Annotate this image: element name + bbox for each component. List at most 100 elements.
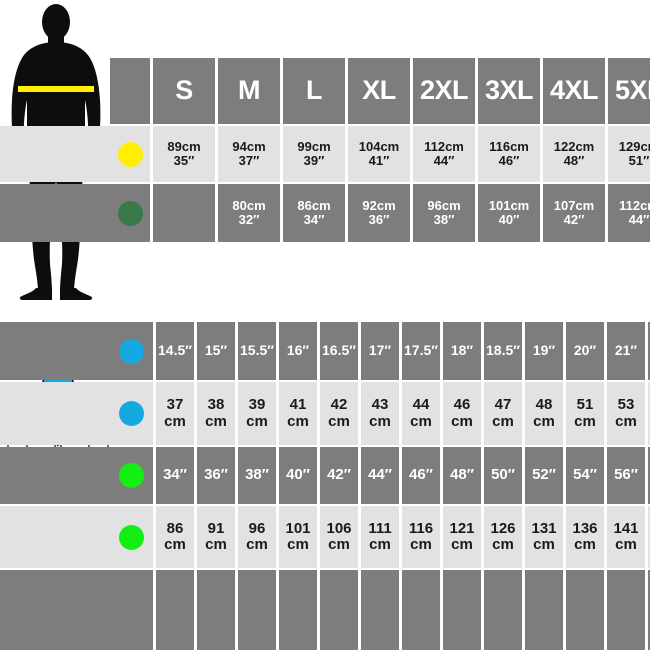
chest-inch-3xl: 46″ (498, 153, 520, 168)
collar-size-header-10: 19″ (525, 322, 563, 380)
shirt-chest-cm-cell-12: 141 cm (607, 506, 645, 568)
collar-cm-value-7: 44 (412, 396, 430, 414)
column-divider (440, 570, 443, 650)
unit-label: cm (410, 412, 432, 430)
waist-marker-dot (117, 200, 143, 226)
column-divider (481, 506, 484, 568)
waist-inch-4xl: 42″ (563, 212, 585, 227)
marker-column-header (110, 58, 150, 124)
chest-measure-line (18, 86, 94, 92)
unit-label: cm (533, 536, 555, 553)
shirt-chest-cm-value-5: 106 (326, 519, 352, 537)
shirt-chest-inch-cell-8: 48″ (443, 447, 481, 504)
shirt-chest-cm-value-12: 141 (613, 519, 639, 537)
column-divider (522, 322, 525, 380)
collar-cm-cell-12: 53 cm (607, 382, 645, 445)
column-divider (150, 126, 153, 182)
column-divider (481, 447, 484, 504)
unit-label: cm (410, 536, 432, 553)
size-header-xl: XL (348, 58, 410, 124)
collar-cm-value-12: 53 (617, 396, 635, 414)
chest-cell-2xl: 112cm 44″ (413, 126, 475, 182)
collar-size-header-13: 22″ (648, 322, 650, 380)
column-divider (563, 382, 566, 445)
column-divider (410, 58, 413, 124)
unit-label: cm (615, 536, 637, 553)
column-divider (440, 382, 443, 445)
shirt-chest-cm-value-3: 96 (248, 519, 266, 537)
waist-inch-3xl: 40″ (498, 212, 520, 227)
column-divider (522, 570, 525, 650)
chest-cm-s: 89cm (167, 138, 201, 154)
shirt-chest-inch-cell-11: 54″ (566, 447, 604, 504)
column-divider (276, 570, 279, 650)
column-divider (276, 322, 279, 380)
waist-cell-4xl: 107cm 42″ (543, 184, 605, 242)
size-header-3xl: 3XL (478, 58, 540, 124)
illustration-spacer (0, 382, 110, 445)
column-divider (153, 570, 156, 650)
collar-marker-dot (119, 401, 144, 426)
shirt-chest-cm-value-9: 126 (490, 519, 516, 537)
shirt-chest-inch-row: 34″ 36″ 38″ 40″ 42″ 44″ 46″ 48″ 50″ 52″ … (0, 447, 650, 504)
chest-cm-3xl: 116cm (489, 138, 529, 154)
collar-cm-value-9: 47 (494, 396, 512, 414)
size-header-5xl: 5XL (608, 58, 650, 124)
shirt-chest-inch-cell-6: 44″ (361, 447, 399, 504)
column-divider (604, 382, 607, 445)
shirt-chest-cm-value-6: 111 (368, 519, 392, 537)
column-divider (345, 184, 348, 242)
footer-cell-5 (320, 570, 358, 650)
column-divider (345, 126, 348, 182)
column-divider (605, 184, 608, 242)
shirt-chest-cm-cell-11: 136 cm (566, 506, 604, 568)
chest-cm-l: 99cm (297, 138, 331, 154)
column-divider (605, 126, 608, 182)
chest-cell-5xl: 129cm 51″ (608, 126, 650, 182)
footer-cell-6 (361, 570, 399, 650)
footer-cell-12 (607, 570, 645, 650)
illustration-spacer (0, 506, 110, 568)
column-divider (481, 382, 484, 445)
column-divider (399, 506, 402, 568)
column-divider (358, 447, 361, 504)
collar-cm-cell-5: 42 cm (320, 382, 358, 445)
collar-size-header-2: 15″ (197, 322, 235, 380)
collar-cm-cell-8: 46 cm (443, 382, 481, 445)
column-divider (276, 506, 279, 568)
column-divider (410, 126, 413, 182)
shirt-chest-inch-cell-10: 52″ (525, 447, 563, 504)
column-divider (475, 126, 478, 182)
collar-cm-row: 37 cm 38 cm 39 cm 41 cm 42 cm 43 cm 44 cm 46 cm (0, 382, 650, 445)
column-divider (645, 570, 648, 650)
chest-cm-4xl: 122cm (553, 138, 595, 154)
waist-cell-s (153, 184, 215, 242)
column-divider (358, 322, 361, 380)
column-divider (194, 570, 197, 650)
collar-size-header-3: 15.5″ (238, 322, 276, 380)
illustration-spacer (0, 570, 110, 650)
collar-measure-line (44, 379, 72, 383)
collar-cm-value-8: 46 (453, 396, 471, 414)
chest-cm-xl: 104cm (358, 138, 400, 154)
shirt-chest-cm-cell-1: 86 cm (156, 506, 194, 568)
shirt-chest-inch-cell-13: 58″ (648, 447, 650, 504)
column-divider (440, 322, 443, 380)
collar-cm-value-2: 38 (207, 396, 225, 414)
column-divider (475, 58, 478, 124)
collar-cm-value-4: 41 (289, 396, 307, 414)
shirt-chest-cm-value-2: 91 (207, 519, 225, 537)
column-divider (563, 506, 566, 568)
chest-cell-xl: 104cm 41″ (348, 126, 410, 182)
unit-label: cm (369, 536, 391, 553)
collar-cm-cell-2: 38 cm (197, 382, 235, 445)
waist-cm-xl: 92cm (362, 197, 396, 213)
collar-cm-cell-13: 56cm (648, 382, 650, 445)
column-divider (150, 58, 153, 124)
footer-cell-11 (566, 570, 604, 650)
unit-label: cm (451, 412, 473, 430)
size-header-s: S (153, 58, 215, 124)
unit-label: cm (451, 536, 473, 553)
column-divider (645, 447, 648, 504)
waist-inch-2xl: 38″ (433, 212, 455, 227)
